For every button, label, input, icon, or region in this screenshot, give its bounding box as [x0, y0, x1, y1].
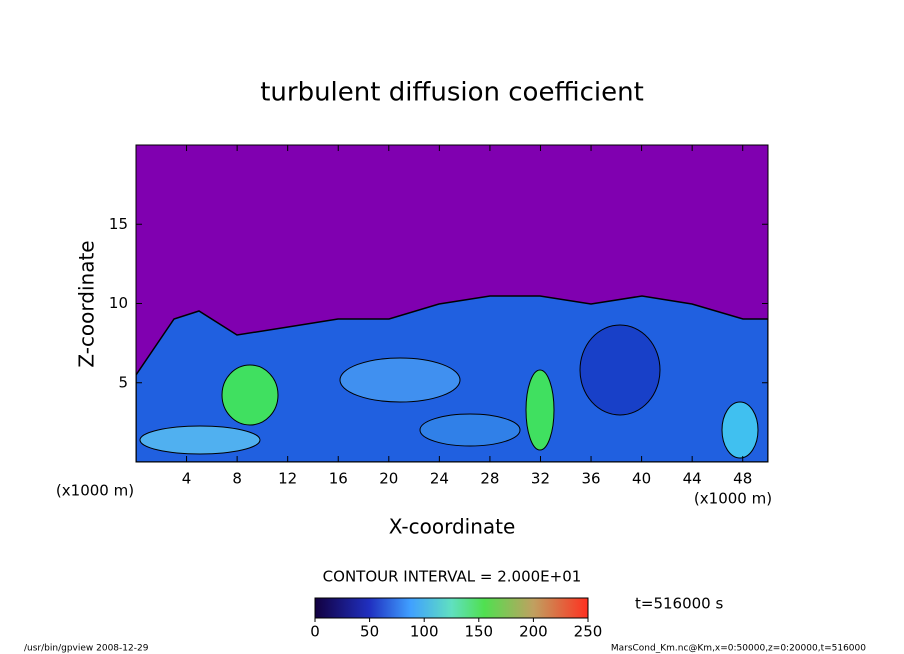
x-tick-label: 28 [480, 470, 499, 488]
x-tick-label: 12 [278, 470, 297, 488]
x-tick-label: 40 [632, 470, 651, 488]
x-tick-label: 16 [329, 470, 348, 488]
x-unit-label: (x1000 m) [694, 490, 772, 508]
footer-right: MarsCond_Km.nc@Km,x=0:50000,z=0:20000,t=… [611, 644, 866, 654]
x-tick-label: 20 [379, 470, 398, 488]
y-axis-label: Z-coordinate [75, 240, 99, 367]
colorbar-tick-label: 250 [574, 623, 603, 641]
x-tick-label: 48 [733, 470, 752, 488]
y-tick-label: 10 [109, 294, 128, 312]
x-tick-label: 4 [182, 470, 192, 488]
chart-title: turbulent diffusion coefficient [260, 78, 644, 108]
colorbar [314, 597, 589, 619]
colorbar-tick-label: 50 [360, 623, 379, 641]
x-tick-label: 8 [232, 470, 242, 488]
colorbar-tick-label: 200 [519, 623, 548, 641]
y-tick-label: 15 [109, 215, 128, 233]
x-tick-label: 44 [683, 470, 702, 488]
contour-field [136, 145, 768, 462]
colorbar-tick-label: 100 [410, 623, 439, 641]
x-tick-label: 36 [581, 470, 600, 488]
x-axis-label: X-coordinate [389, 515, 516, 539]
colorbar-tick-label: 0 [310, 623, 320, 641]
y-tick-label: 5 [118, 373, 128, 391]
y-unit-label: (x1000 m) [56, 482, 134, 500]
time-label: t=516000 s [635, 595, 723, 613]
x-tick-label: 32 [531, 470, 550, 488]
x-tick-label: 24 [430, 470, 449, 488]
colorbar-tick-label: 150 [464, 623, 493, 641]
contour-interval: CONTOUR INTERVAL = 2.000E+01 [323, 568, 582, 586]
footer-left: /usr/bin/gpview 2008-12-29 [24, 644, 149, 654]
